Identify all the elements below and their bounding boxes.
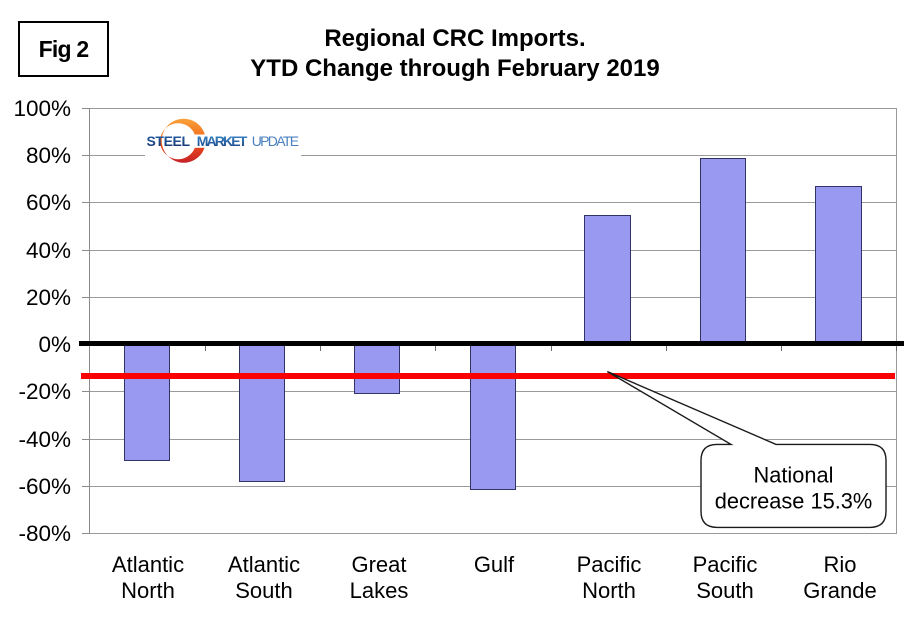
svg-text:STEEL: STEEL — [147, 133, 191, 149]
svg-text:MARKET: MARKET — [197, 133, 248, 149]
svg-text:National: National — [754, 463, 834, 488]
svg-text:UPDATE: UPDATE — [252, 133, 299, 149]
svg-text:decrease 15.3%: decrease 15.3% — [715, 489, 873, 514]
